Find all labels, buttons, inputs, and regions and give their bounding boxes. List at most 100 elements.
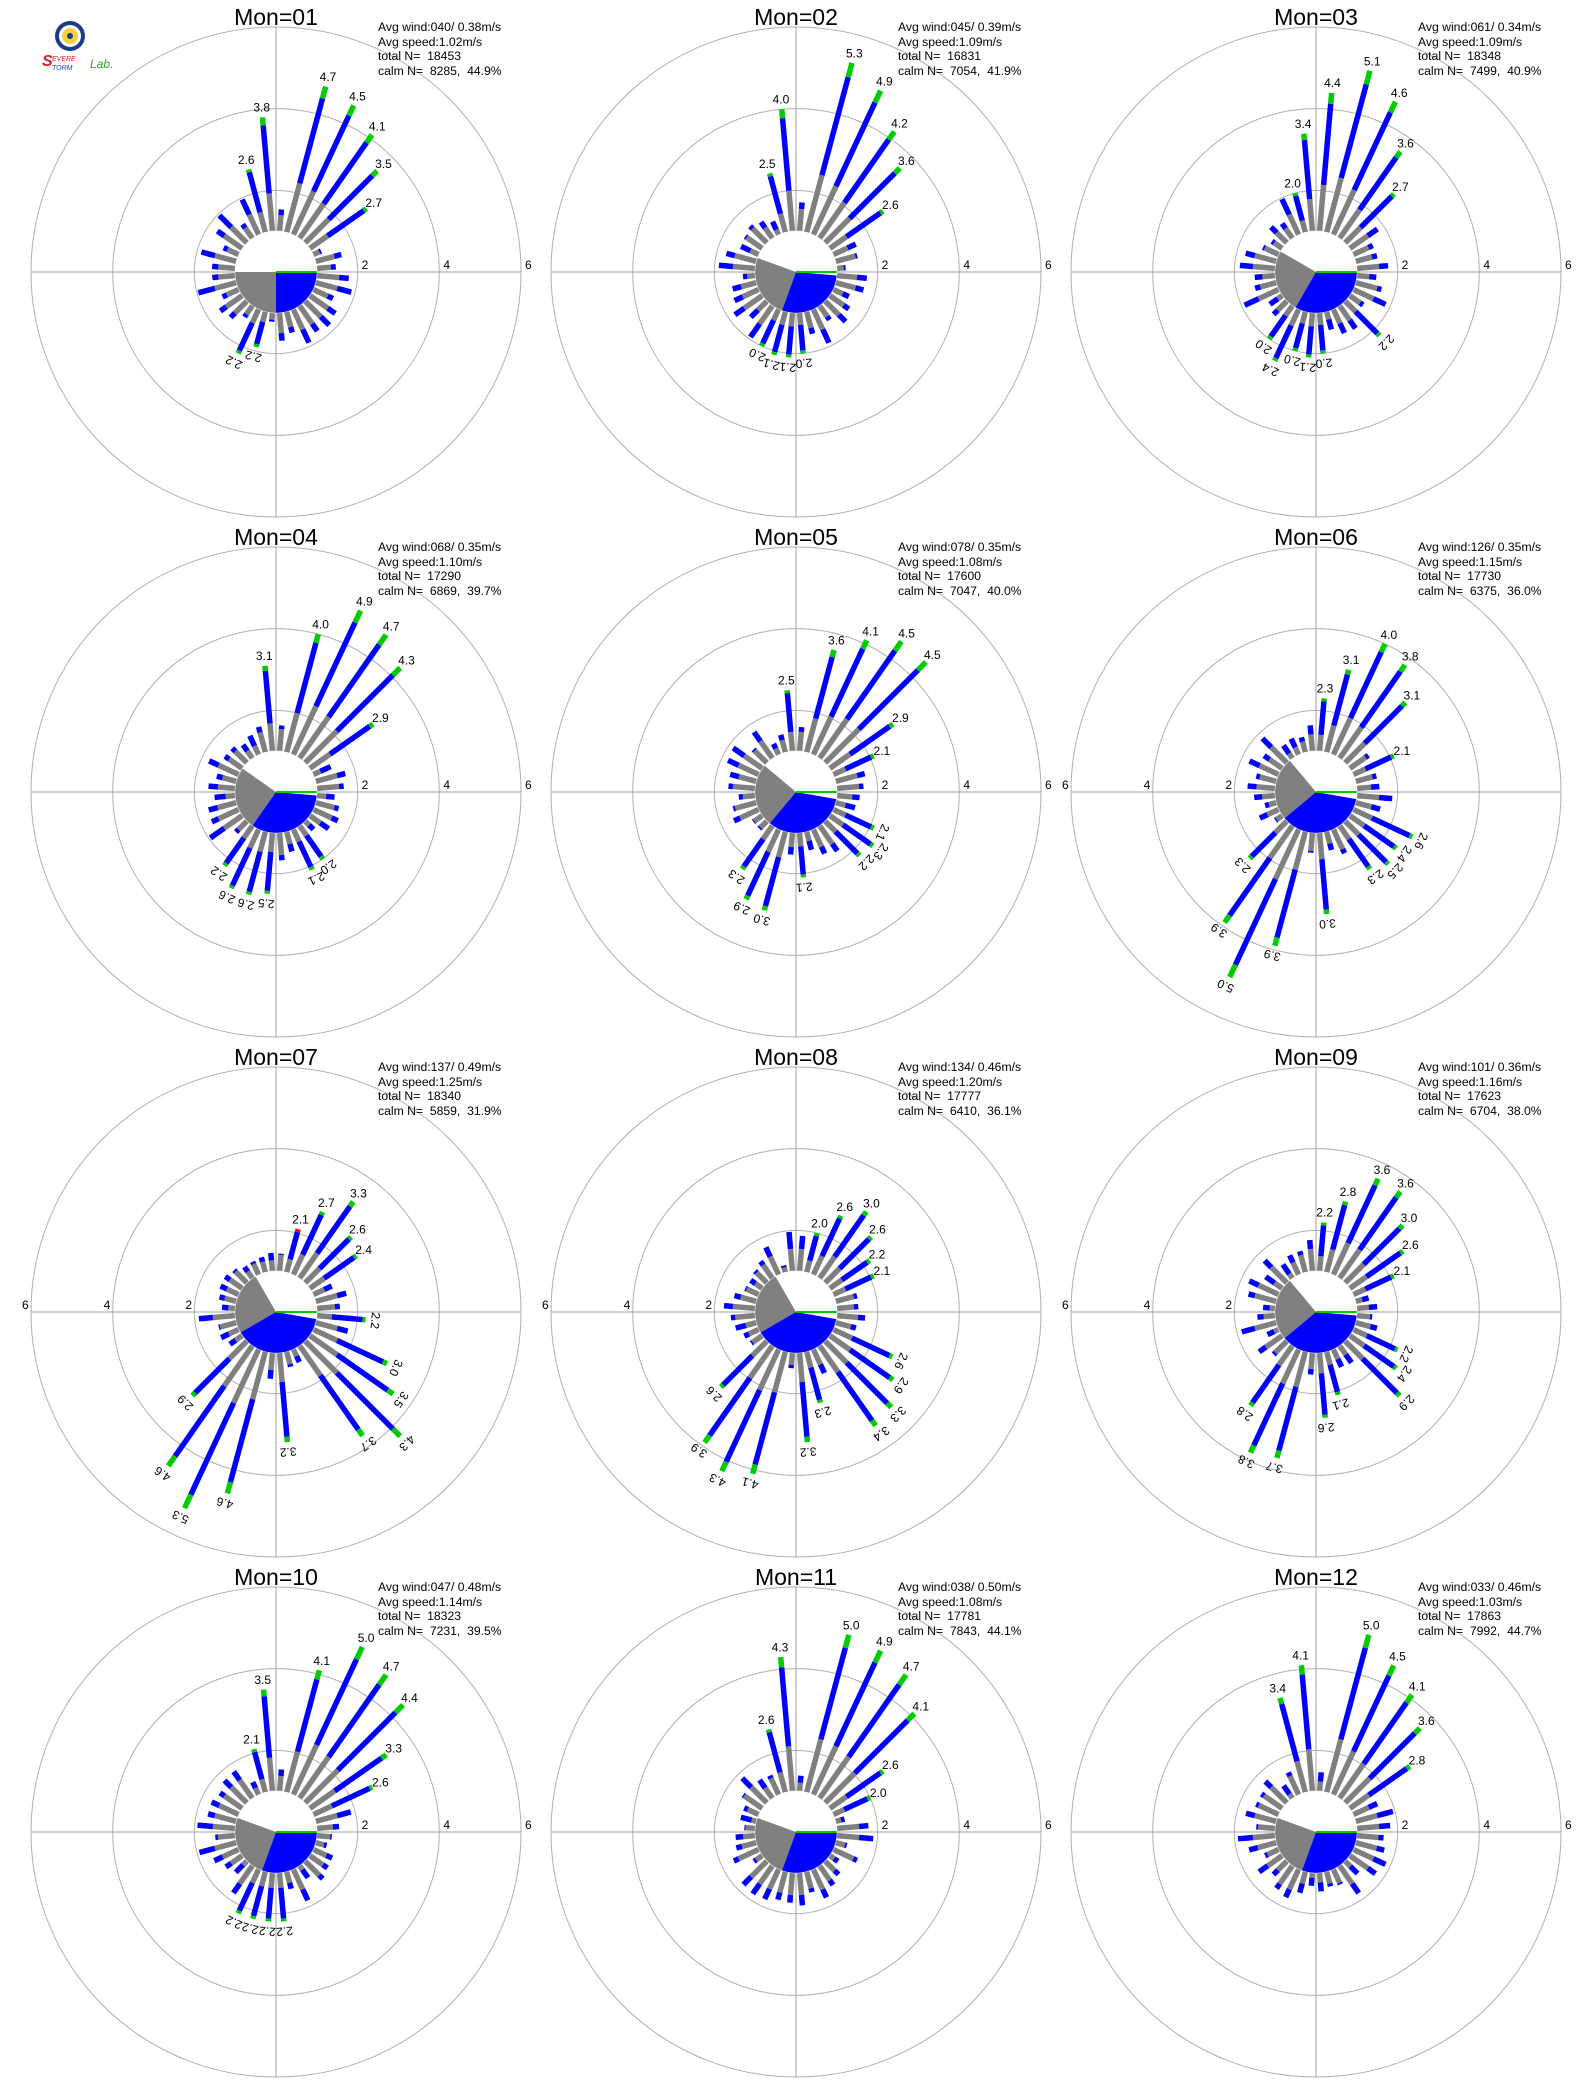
petal-mid-speed xyxy=(1362,1343,1396,1369)
petal-low-speed xyxy=(276,1872,284,1888)
petal-mid-speed xyxy=(751,818,756,825)
petal-mid-speed xyxy=(1364,1250,1403,1279)
wind-rose-plot: 2462.12.73.32.62.42.23.03.54.33.73.24.65… xyxy=(22,1066,522,1558)
stat-row-total-n: total N= 17777 xyxy=(898,1089,1022,1104)
stat-row-total-n: total N= 17863 xyxy=(1418,1609,1542,1624)
petal-mid-speed xyxy=(326,643,382,719)
petal xyxy=(302,1858,325,1881)
petal-low-speed xyxy=(822,216,852,246)
stat-label: Avg speed: xyxy=(378,554,439,569)
petal-mid-speed xyxy=(240,222,248,230)
petal-mid-speed xyxy=(721,1353,755,1387)
calm-blue-sector xyxy=(276,272,317,313)
petal-low-speed xyxy=(316,264,333,272)
petal-value-label: 3.8 xyxy=(1235,1452,1256,1472)
petal xyxy=(215,228,245,251)
petal-mid-speed xyxy=(338,1290,347,1298)
petal-low-speed xyxy=(235,818,250,833)
petal xyxy=(1354,1319,1378,1331)
stat-label: Avg wind: xyxy=(1418,1580,1471,1594)
petal-mid-speed xyxy=(1361,1701,1409,1766)
stat-row-calm-n: calm N= 7231, 39.5% xyxy=(378,1624,502,1639)
petal xyxy=(1316,1222,1327,1272)
svg-text:TORM: TORM xyxy=(52,65,73,72)
petal-low-speed xyxy=(1268,1305,1276,1312)
petal-value-label: 2.4 xyxy=(355,1243,372,1257)
petal xyxy=(796,1775,804,1792)
petal-mid-speed xyxy=(1264,1274,1277,1286)
petal-low-speed xyxy=(297,1251,320,1281)
petal-low-speed xyxy=(1347,1853,1370,1871)
petal xyxy=(834,1319,857,1331)
petal-low-speed xyxy=(760,1262,775,1281)
petal xyxy=(744,1285,761,1298)
petal-low-speed xyxy=(796,312,804,326)
petal xyxy=(1245,1810,1278,1825)
petal-low-speed xyxy=(796,208,805,232)
petal-mid-speed xyxy=(1273,324,1294,360)
petal-mid-speed xyxy=(314,1204,353,1255)
ring-label: 6 xyxy=(525,258,532,272)
petal-mid-speed xyxy=(223,754,231,762)
ring-label: 6 xyxy=(1045,258,1052,272)
petal xyxy=(796,1872,806,1906)
petal-value-label: 2.2 xyxy=(243,347,263,365)
petal xyxy=(228,298,250,320)
petal-low-speed xyxy=(1254,1812,1278,1825)
petal-mid-speed xyxy=(218,304,228,314)
petal-high-speed xyxy=(892,166,902,176)
petal xyxy=(302,168,380,246)
petal-low-speed xyxy=(796,1248,805,1272)
petal-mid-speed xyxy=(735,1833,744,1841)
petal-mid-speed xyxy=(286,1882,294,1890)
petal-low-speed xyxy=(297,823,309,838)
petal-mid-speed xyxy=(341,770,346,777)
petal-value-label: 3.1 xyxy=(1404,688,1421,702)
petal-low-speed xyxy=(302,217,331,246)
stat-row-calm-n: calm N= 7992, 44.7% xyxy=(1418,1624,1542,1639)
petal-mid-speed xyxy=(294,1678,320,1753)
petal xyxy=(740,1776,770,1806)
petal xyxy=(1241,1319,1278,1335)
petal-mid-speed xyxy=(213,1854,224,1864)
petal-mid-speed xyxy=(311,114,352,193)
stat-row-avg-speed: Avg speed:1.16m/s xyxy=(1418,1075,1542,1090)
stat-label: Avg speed: xyxy=(1418,1594,1479,1609)
calm-blue-sector xyxy=(782,272,837,313)
petal xyxy=(1347,226,1379,251)
wind-rose-plot: 2 4 62.63.84.74.54.13.52.72.2 2.2 xyxy=(30,26,532,518)
petal xyxy=(283,1870,294,1890)
petal xyxy=(1306,1239,1316,1272)
petal-mid-speed xyxy=(837,1237,871,1271)
petal-mid-speed xyxy=(787,1241,794,1250)
petal-mid-speed xyxy=(232,1268,238,1274)
petal-low-speed xyxy=(1267,823,1295,860)
petal-mid-speed xyxy=(288,326,295,334)
petal-mid-speed xyxy=(1319,858,1330,910)
petal-mid-speed xyxy=(742,273,748,280)
petal-mid-speed xyxy=(335,1337,385,1365)
petal-low-speed xyxy=(741,1832,756,1840)
petal xyxy=(1323,70,1373,234)
petal-value-label: 5.3 xyxy=(170,1507,191,1527)
petal xyxy=(822,1711,917,1806)
stat-value: 1.15m/s xyxy=(1478,554,1523,569)
petal-low-speed xyxy=(221,1343,255,1388)
petal-low-speed xyxy=(775,830,789,858)
stat-value: 7231, 39.5% xyxy=(423,1623,502,1638)
petal-low-speed xyxy=(297,202,326,241)
petal-low-speed xyxy=(803,717,819,754)
wind-rose-plot: 2 4 62.53.64.1 4.54.52.92.12.12.32.22.13.02… xyxy=(550,546,1052,1038)
petal-low-speed xyxy=(283,712,300,754)
petal-low-speed xyxy=(803,1870,814,1890)
petal-low-speed xyxy=(283,182,303,234)
petal-low-speed xyxy=(732,783,756,792)
stat-value: 7499, 40.9% xyxy=(1463,63,1542,78)
petal-low-speed xyxy=(1260,792,1276,800)
petal-high-speed xyxy=(837,1214,844,1220)
petal xyxy=(1255,1801,1281,1818)
petal-low-speed xyxy=(1356,784,1373,792)
petal-low-speed xyxy=(297,303,315,326)
petal xyxy=(1305,312,1316,358)
petal-mid-speed xyxy=(787,1898,793,1903)
